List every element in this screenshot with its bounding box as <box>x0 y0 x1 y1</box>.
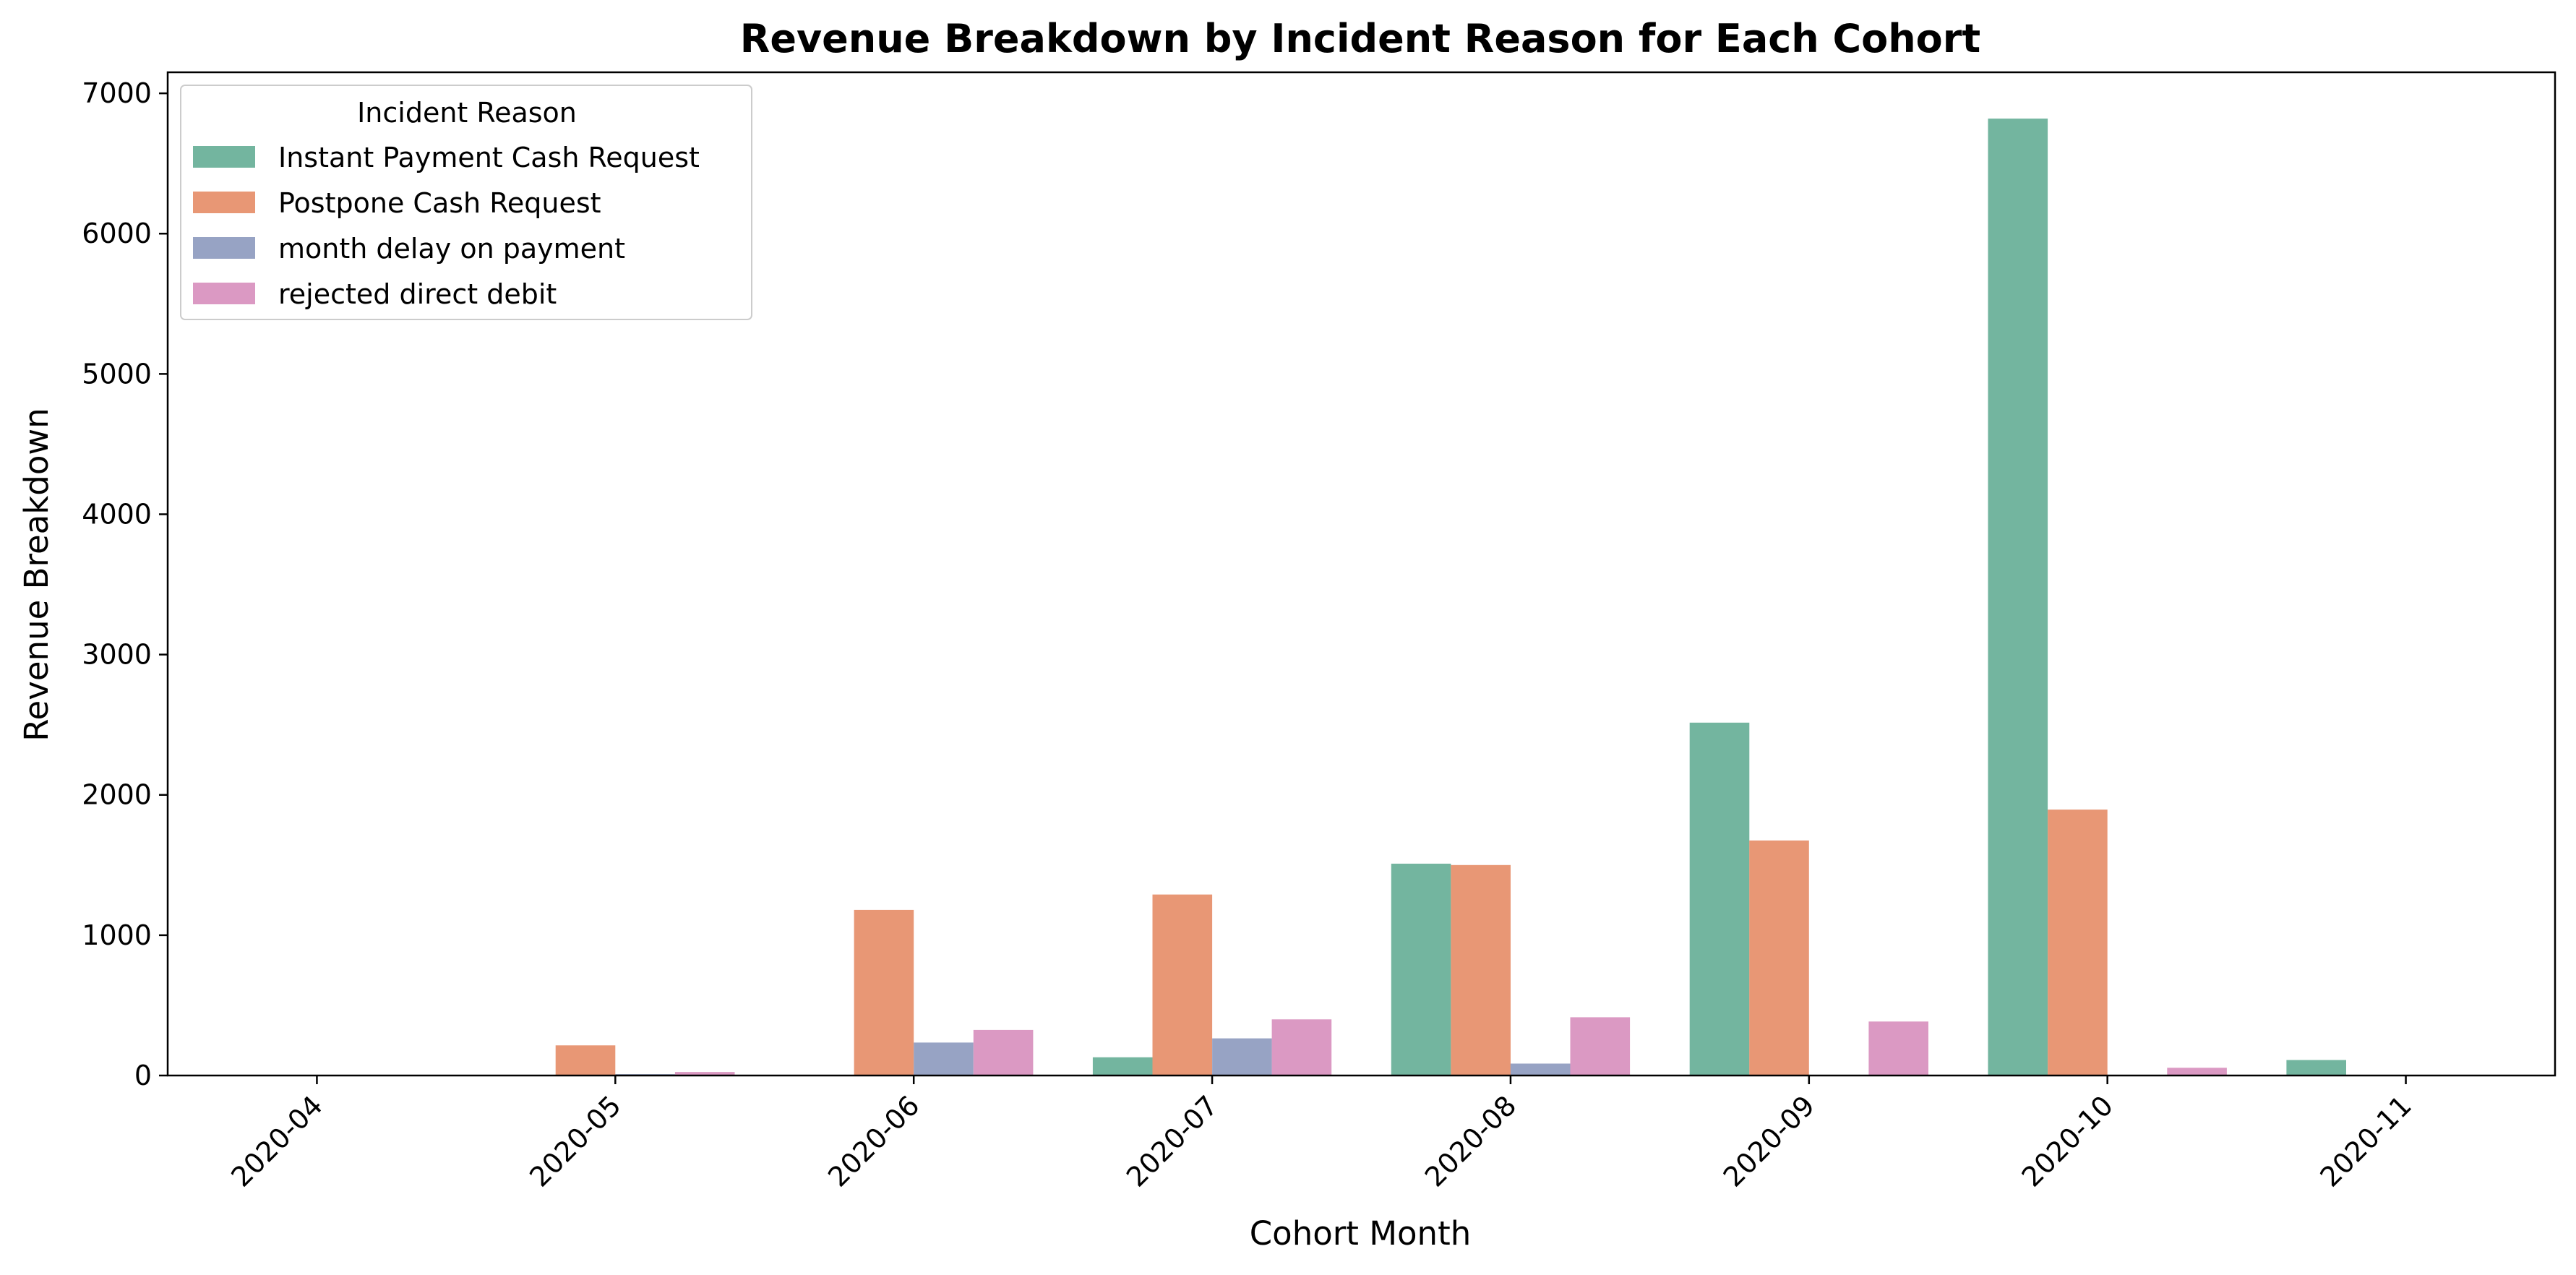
y-tick-label: 5000 <box>82 358 152 390</box>
bar-2-2020-08 <box>1451 864 1511 1076</box>
bar-1-2020-11 <box>2286 1060 2346 1076</box>
legend-label-4: rejected direct debit <box>278 278 557 310</box>
bar-1-2020-10 <box>1988 119 2048 1076</box>
chart-title: Revenue Breakdown by Incident Reason for… <box>740 16 1980 61</box>
y-tick-label: 6000 <box>82 218 152 249</box>
bar-2-2020-07 <box>1152 894 1213 1076</box>
bar-3-2020-06 <box>914 1042 974 1076</box>
legend-label-3: month delay on payment <box>278 233 625 265</box>
legend-swatch-3 <box>193 237 255 259</box>
x-tick-label: 2020-10 <box>2016 1089 2119 1193</box>
legend-label-1: Instant Payment Cash Request <box>278 142 700 173</box>
legend-swatch-2 <box>193 192 255 213</box>
legend-title: Incident Reason <box>357 97 577 129</box>
bar-4-2020-05 <box>674 1072 735 1076</box>
x-tick-label: 2020-06 <box>822 1089 925 1193</box>
bar-4-2020-08 <box>1570 1017 1631 1076</box>
bar-1-2020-07 <box>1092 1057 1153 1076</box>
bar-2-2020-10 <box>2048 810 2108 1076</box>
bar-2-2020-09 <box>1749 840 1809 1076</box>
y-tick-label: 2000 <box>82 779 152 811</box>
x-tick-label: 2020-08 <box>1419 1089 1522 1193</box>
bar-4-2020-06 <box>973 1029 1034 1076</box>
y-tick-label: 4000 <box>82 498 152 530</box>
bar-2-2020-05 <box>555 1045 616 1076</box>
plot-frame <box>166 71 2556 1077</box>
y-axis-label: Revenue Breakdown <box>17 408 56 741</box>
x-tick-label: 2020-07 <box>1120 1089 1224 1193</box>
y-tick-label: 7000 <box>82 77 152 109</box>
x-tick-label: 2020-05 <box>523 1089 627 1193</box>
bar-2-2020-06 <box>854 909 914 1076</box>
legend-swatch-1 <box>193 146 255 168</box>
y-tick-label: 1000 <box>82 919 152 951</box>
bar-1-2020-08 <box>1391 863 1451 1076</box>
y-tick-label: 3000 <box>82 639 152 671</box>
bar-3-2020-07 <box>1212 1038 1272 1076</box>
y-tick-label: 0 <box>134 1060 152 1091</box>
legend-box <box>180 85 752 320</box>
legend-items: Instant Payment Cash Request Postpone Cas… <box>193 142 700 310</box>
bar-4-2020-09 <box>1868 1021 1928 1076</box>
x-tick-label: 2020-09 <box>1717 1089 1821 1193</box>
x-axis: 2020-04 2020-05 2020-06 2020-07 2020-08 2020-… <box>225 1076 2418 1193</box>
bar-4-2020-10 <box>2167 1068 2227 1076</box>
bar-4-2020-07 <box>1271 1019 1332 1076</box>
x-tick-label: 2020-11 <box>2314 1089 2418 1193</box>
bars-layer <box>555 119 2346 1076</box>
x-tick-label: 2020-04 <box>225 1089 328 1193</box>
legend-swatch-4 <box>193 283 255 304</box>
y-axis: 0 1000 2000 3000 4000 5000 6000 7000 <box>82 77 168 1091</box>
bar-3-2020-08 <box>1510 1063 1571 1076</box>
legend-label-2: Postpone Cash Request <box>278 187 601 219</box>
bar-1-2020-09 <box>1689 722 1750 1076</box>
legend: Incident Reason Instant Payment Cash Req… <box>180 85 752 320</box>
x-axis-label: Cohort Month <box>1250 1214 1472 1253</box>
